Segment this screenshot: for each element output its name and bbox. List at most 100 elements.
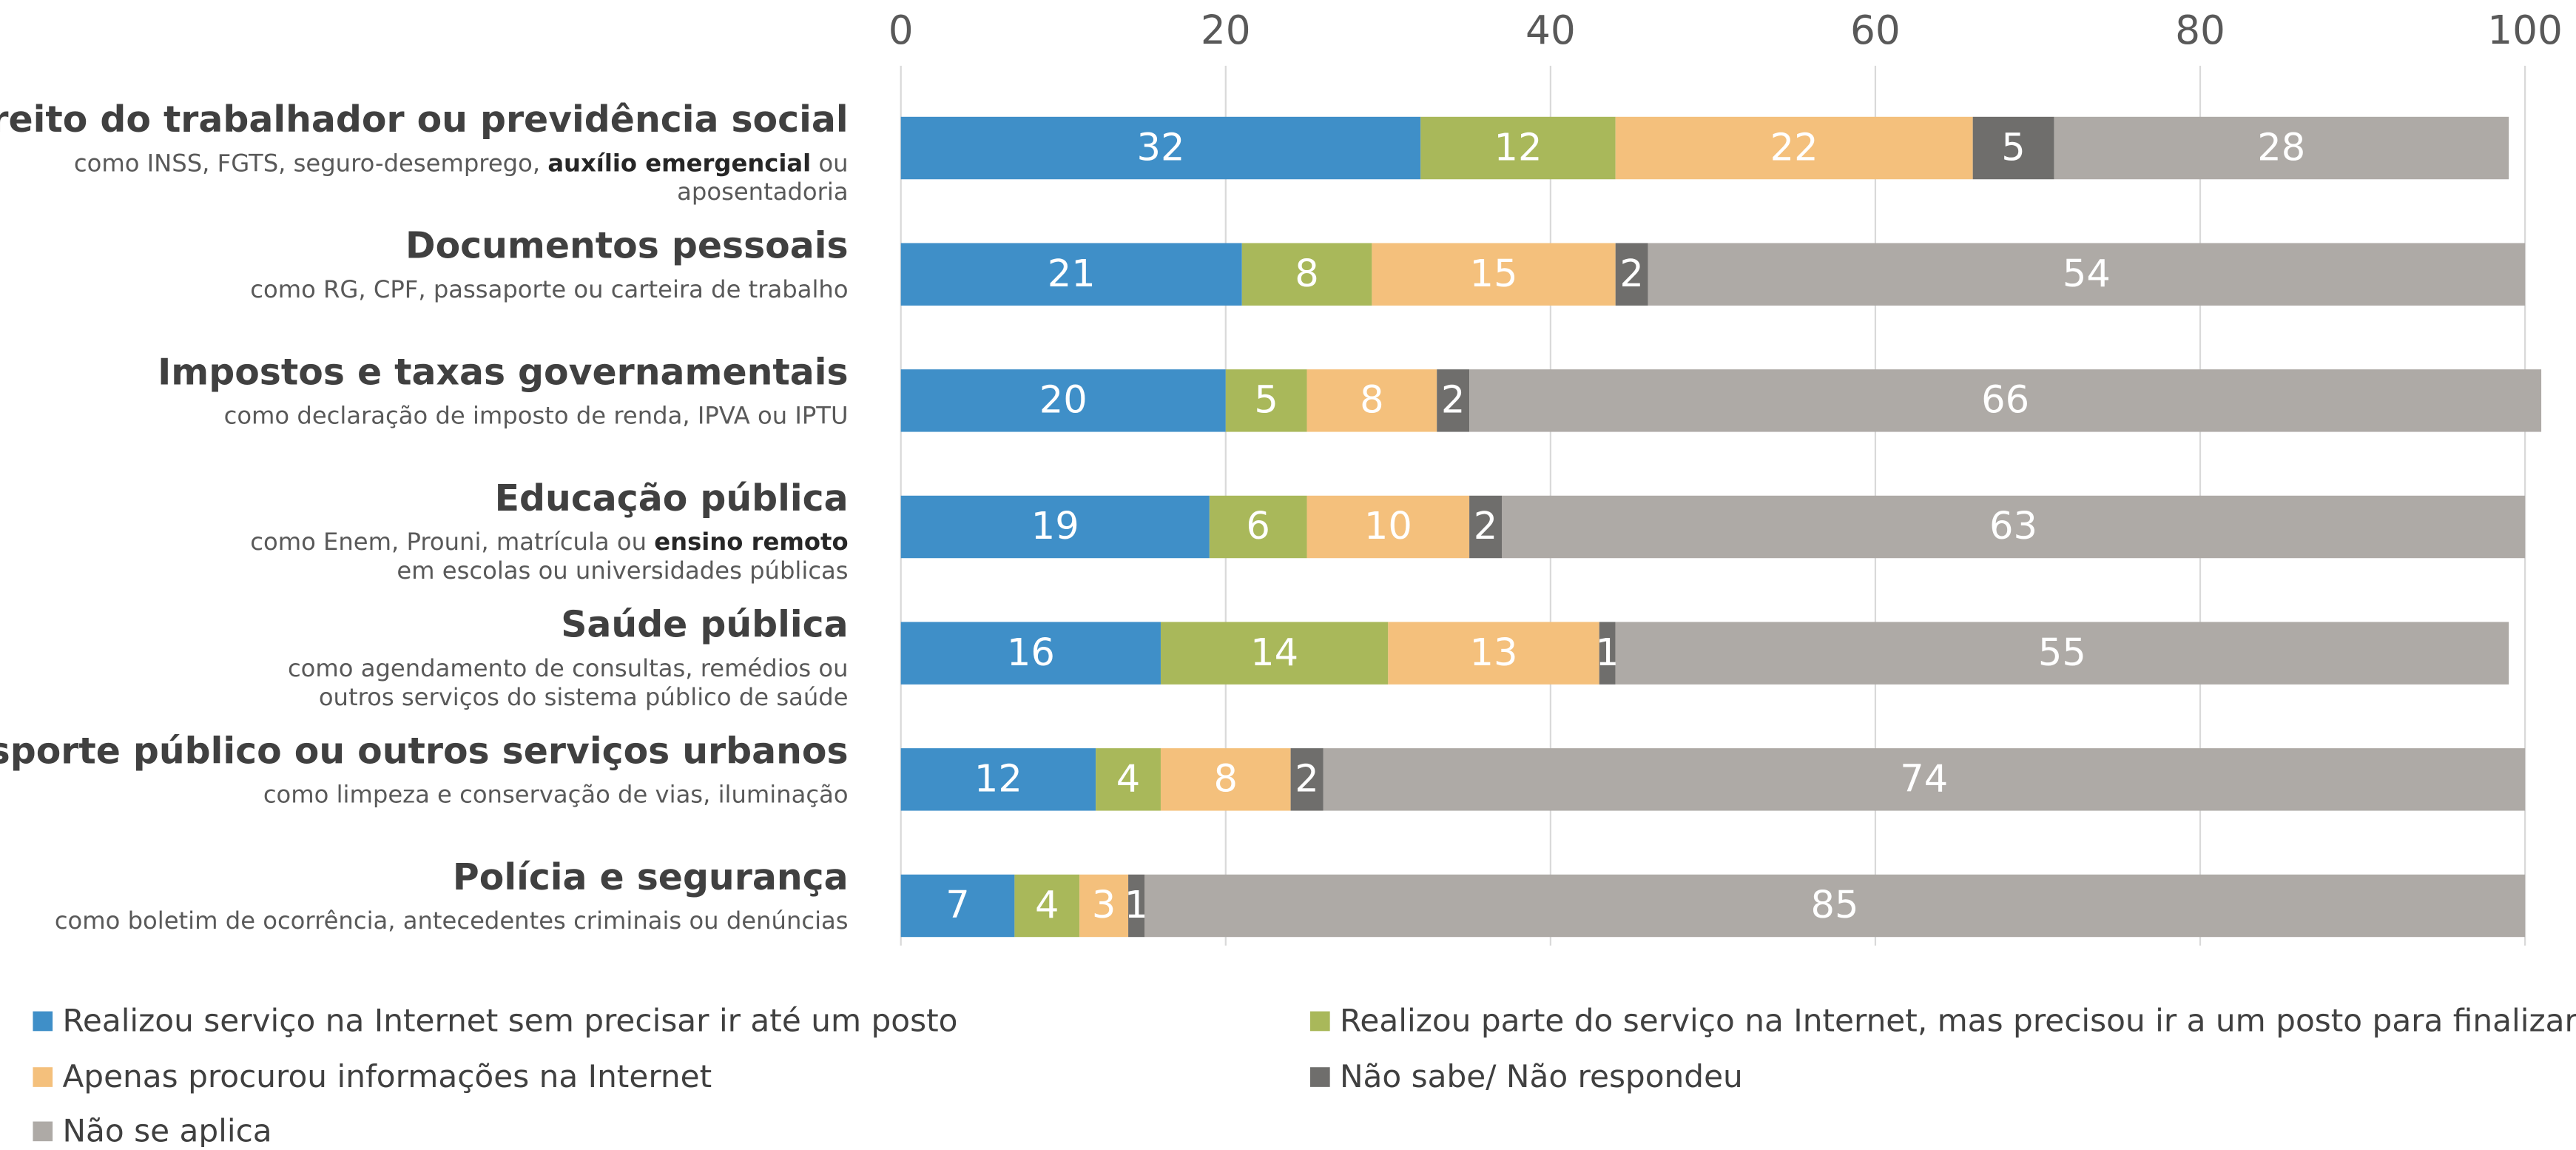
data-label: 3 (1092, 884, 1116, 927)
data-label: 21 (1048, 252, 1096, 296)
bar-segment (1388, 622, 1599, 685)
data-label: 1 (1595, 631, 1619, 675)
category-label: Saúde pública (561, 604, 848, 646)
data-label: 8 (1295, 252, 1319, 296)
subtitle-segment: como INSS, FGTS, seguro-desemprego, (74, 149, 547, 177)
x-tick-label: 20 (1201, 7, 1251, 53)
bar-segment (1615, 622, 2509, 685)
data-label: 2 (1619, 252, 1644, 296)
bar-segment (900, 622, 1161, 685)
subtitle-segment: ensino remoto (654, 528, 848, 556)
category-subtitle: como INSS, FGTS, seguro-desemprego, auxí… (74, 149, 849, 177)
bar-segment (1469, 369, 2542, 432)
bar-segment (1128, 874, 1145, 938)
data-label: 19 (1031, 505, 1079, 548)
subtitle-segment: como boletim de ocorrência, antecedentes… (55, 907, 849, 935)
legend-swatch (33, 1011, 53, 1032)
x-tick-label: 100 (2487, 7, 2563, 53)
data-label: 2 (1295, 758, 1319, 801)
data-label: 15 (1470, 252, 1518, 296)
data-label: 1 (1125, 884, 1149, 927)
category-subtitle: como limpeza e conservação de vias, ilum… (263, 781, 849, 809)
category-subtitle: como RG, CPF, passaporte ou carteira de … (250, 275, 848, 303)
bar-segment (1437, 369, 1470, 432)
data-label: 7 (945, 884, 970, 927)
bar-segment (1306, 369, 1437, 432)
legend-label: Apenas procurou informações na Internet (62, 1058, 712, 1094)
subtitle-segment: como declaração de imposto de renda, IPV… (224, 402, 849, 430)
subtitle-segment: como agendamento de consultas, remédios … (288, 654, 849, 682)
bar-segment (1502, 495, 2526, 559)
data-label: 4 (1035, 884, 1059, 927)
bar-segment (1306, 495, 1470, 559)
subtitle-segment: ou (811, 149, 848, 177)
legend-swatch (33, 1121, 53, 1142)
legend-label: Realizou parte do serviço na Internet, m… (1340, 1003, 2576, 1039)
x-tick-label: 0 (889, 7, 914, 53)
category-label: Transporte público ou outros serviços ur… (0, 730, 849, 772)
data-label: 63 (1989, 505, 2037, 548)
data-label: 32 (1136, 126, 1184, 169)
data-label: 5 (2001, 126, 2026, 169)
bar-segment (900, 748, 1096, 811)
data-label: 10 (1364, 505, 1412, 548)
data-label: 74 (1900, 758, 1948, 801)
legend-label: Não se aplica (62, 1113, 272, 1147)
bar-segment (1323, 748, 2526, 811)
bar-segment (1372, 243, 1616, 306)
data-label: 12 (974, 758, 1022, 801)
bar-segment (1615, 243, 1648, 306)
bar-segment (1648, 243, 2526, 306)
data-label: 12 (1494, 126, 1542, 169)
data-label: 28 (2257, 126, 2305, 169)
subtitle-segment: como Enem, Prouni, matrícula ou (250, 528, 654, 556)
category-label: Impostos e taxas governamentais (158, 351, 848, 393)
bar-segment (1469, 495, 1503, 559)
category-label: Educação pública (495, 477, 849, 519)
data-label: 66 (1981, 379, 2029, 423)
legend-swatch (33, 1067, 53, 1087)
legend-swatch (1309, 1011, 1330, 1032)
data-label: 55 (2038, 631, 2086, 675)
data-label: 16 (1007, 631, 1055, 675)
category-label: Polícia e segurança (453, 856, 849, 898)
bar-segment (1420, 116, 1616, 180)
bar-segment (1225, 369, 1307, 432)
bar-segment (900, 369, 1226, 432)
bar-segment (1144, 874, 2526, 938)
category-subtitle: aposentadoria (677, 178, 848, 206)
data-label: 54 (2063, 252, 2111, 296)
data-label: 6 (1246, 505, 1270, 548)
category-subtitle: em escolas ou universidades públicas (397, 556, 848, 585)
bar-segment (900, 116, 1421, 180)
subtitle-segment: como RG, CPF, passaporte ou carteira de … (250, 275, 848, 303)
category-subtitle: outros serviços do sistema público de sa… (319, 683, 849, 711)
bar-segment (1615, 116, 1973, 180)
bar-segment (1599, 622, 1616, 685)
legend-label: Realizou serviço na Internet sem precisa… (62, 1003, 957, 1039)
bar-segment (1209, 495, 1307, 559)
bar-segment (1241, 243, 1372, 306)
bar-segment (2054, 116, 2509, 180)
bar-segment (1014, 874, 1080, 938)
bar-segment (1079, 874, 1129, 938)
category-subtitle: como declaração de imposto de renda, IPV… (224, 402, 849, 430)
category-subtitle: como agendamento de consultas, remédios … (288, 654, 849, 682)
bar-segment (900, 243, 1242, 306)
category-subtitle: como boletim de ocorrência, antecedentes… (55, 907, 849, 935)
subtitle-segment: aposentadoria (677, 178, 848, 206)
legend-label: Não sabe/ Não respondeu (1340, 1058, 1743, 1094)
data-label: 2 (1474, 505, 1498, 548)
bar-segment (1160, 622, 1389, 685)
bar-segment (1290, 748, 1324, 811)
data-label: 8 (1214, 758, 1238, 801)
bar-segment (900, 874, 1015, 938)
legend-swatch (1309, 1067, 1330, 1087)
data-label: 2 (1441, 379, 1466, 423)
data-label: 85 (1811, 884, 1859, 927)
data-label: 4 (1116, 758, 1141, 801)
data-label: 5 (1254, 379, 1278, 423)
subtitle-segment: outros serviços do sistema público de sa… (319, 683, 849, 711)
subtitle-segment: auxílio emergencial (547, 149, 811, 177)
